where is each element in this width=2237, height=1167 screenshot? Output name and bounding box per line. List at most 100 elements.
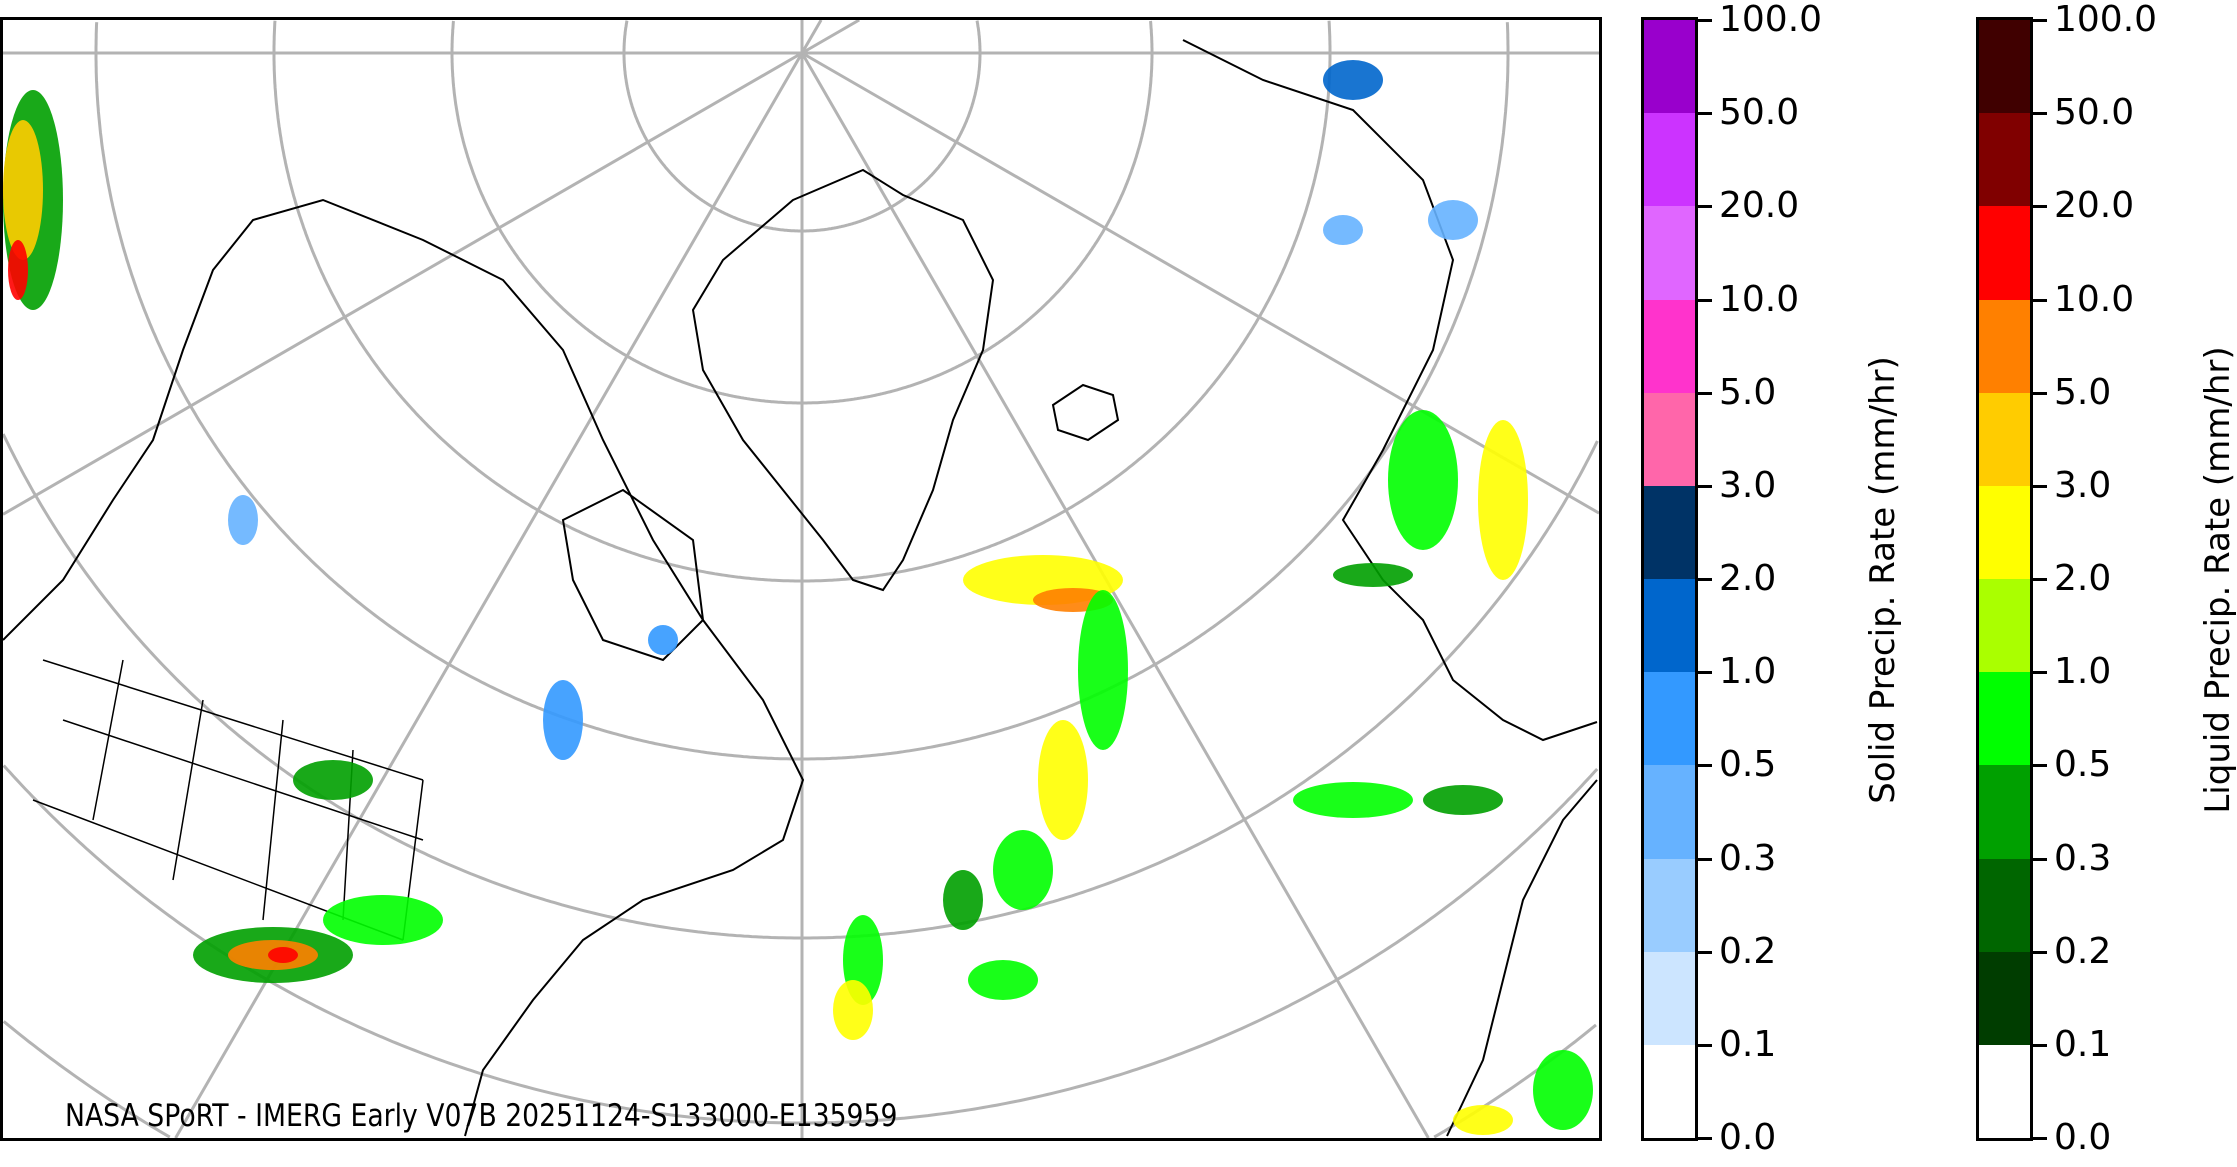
colorbar-segment	[1644, 1044, 1695, 1138]
meridian-line	[800, 20, 823, 54]
precipitation-area	[1423, 785, 1503, 815]
colorbar-tick	[1698, 1043, 1712, 1047]
colorbar-tick-label: 20.0	[1719, 185, 1800, 227]
coastlines	[3, 39, 1598, 1137]
colorbar-tick	[1698, 1137, 1712, 1140]
colorbar-tick	[2033, 484, 2047, 488]
colorbar-tick	[1698, 484, 1712, 488]
colorbar-tick-label: 50.0	[1719, 92, 1800, 134]
colorbar-tick-label: 3.0	[1719, 464, 1777, 506]
colorbar-tick-label: 1.0	[2054, 651, 2112, 693]
colorbar-tick-label: 0.0	[1719, 1117, 1777, 1158]
colorbar-tick	[1698, 671, 1712, 675]
colorbar-tick	[2033, 391, 2047, 395]
colorbar-tick	[2033, 112, 2047, 116]
colorbar-segment	[1644, 485, 1695, 579]
precipitation-area	[1428, 200, 1478, 240]
latitude-circle	[3, 433, 1599, 940]
colorbar-tick-label: 0.3	[1719, 837, 1777, 879]
meridian-line	[3, 51, 803, 516]
colorbar-segment	[1644, 764, 1695, 859]
colorbar-tick	[2033, 205, 2047, 209]
precipitation-area	[3, 120, 43, 260]
precipitation-area	[1078, 590, 1128, 750]
liquid-precip-colorbar	[1976, 17, 2033, 1141]
precipitation-overlay	[3, 60, 1593, 1135]
colorbar-tick-label: 0.2	[2054, 930, 2112, 972]
colorbar-tick-label: 0.1	[2054, 1023, 2112, 1065]
precipitation-area	[1533, 1050, 1593, 1130]
precipitation-area	[8, 240, 28, 300]
colorbar-segment	[1979, 764, 2030, 859]
meridian-line	[801, 51, 1599, 515]
colorbar-segment	[1979, 112, 2030, 207]
colorbar-segment	[1979, 1044, 2030, 1138]
colorbar-tick-label: 20.0	[2054, 185, 2135, 227]
colorbar-segment	[1979, 19, 2030, 114]
greenland-coast	[691, 168, 995, 592]
precipitation-area	[1038, 720, 1088, 840]
colorbar-segment	[1979, 578, 2030, 673]
map-credit-text: NASA SPoRT - IMERG Early V07B 20251124-S…	[65, 1098, 898, 1134]
precipitation-map: NASA SPoRT - IMERG Early V07B 20251124-S…	[0, 17, 1602, 1141]
colorbar-tick-label: 0.5	[1719, 744, 1777, 786]
colorbar-tick	[1698, 391, 1712, 395]
colorbar-segment	[1644, 578, 1695, 673]
colorbar-tick	[2033, 764, 2047, 768]
latitude-circle	[94, 22, 1510, 761]
precipitation-area	[1323, 60, 1383, 100]
solid-colorbar-label: Solid Precip. Rate (mm/hr)	[1863, 356, 1903, 804]
colorbar-tick	[2033, 298, 2047, 302]
precipitation-area	[648, 625, 678, 655]
iceland-coast	[1051, 383, 1120, 442]
liquid-colorbar-label: Liquid Precip. Rate (mm/hr)	[2198, 346, 2237, 814]
colorbar-segment	[1979, 951, 2030, 1045]
precipitation-area	[968, 960, 1038, 1000]
europe-coast	[1182, 39, 1598, 742]
precipitation-area	[228, 495, 258, 545]
colorbar-tick	[1698, 857, 1712, 861]
precipitation-area	[943, 870, 983, 930]
colorbar-tick-label: 3.0	[2054, 464, 2112, 506]
colorbar-segment	[1644, 671, 1695, 766]
colorbar-tick	[2033, 950, 2047, 954]
colorbar-tick-label: 2.0	[2054, 558, 2112, 599]
colorbar-tick	[2033, 19, 2047, 22]
colorbar-tick-label: 0.0	[2054, 1117, 2112, 1158]
precipitation-area	[833, 980, 873, 1040]
colorbar-segment	[1979, 671, 2030, 766]
colorbar-tick-label: 10.0	[2054, 278, 2135, 320]
precipitation-area	[268, 947, 298, 963]
precipitation-area	[1323, 215, 1363, 245]
precipitation-area	[323, 895, 443, 945]
colorbar-tick	[2033, 578, 2047, 581]
meridian-line	[800, 52, 1430, 1138]
latitude-circle	[622, 20, 982, 233]
precipitation-area	[1388, 410, 1458, 550]
colorbar-tick-label: 0.3	[2054, 837, 2112, 879]
colorbar-segment	[1979, 299, 2030, 393]
solid-precip-colorbar	[1641, 17, 1698, 1141]
meridian-line	[801, 20, 860, 55]
colorbar-segment	[1644, 858, 1695, 952]
colorbar-segment	[1979, 858, 2030, 952]
precipitation-area	[993, 830, 1053, 910]
colorbar-tick	[2033, 1137, 2047, 1140]
colorbar-tick	[1698, 578, 1712, 581]
colorbar-segment	[1644, 392, 1695, 486]
colorbar-tick	[2033, 857, 2047, 861]
latitude-circle	[450, 20, 1154, 405]
colorbar-segment	[1979, 205, 2030, 300]
colorbar-tick-label: 100.0	[1719, 0, 1823, 40]
colorbar-segment	[1644, 19, 1695, 114]
precipitation-area	[1293, 782, 1413, 818]
precipitation-area	[1333, 563, 1413, 587]
latitude-circle	[272, 20, 1332, 583]
colorbar-tick	[1698, 205, 1712, 209]
africa-coast	[1446, 779, 1598, 1137]
hudson-bay-coast	[561, 488, 705, 662]
precipitation-area	[293, 760, 373, 800]
precipitation-area	[543, 680, 583, 760]
colorbar-tick-label: 2.0	[1719, 558, 1777, 599]
colorbar-tick-label: 100.0	[2054, 0, 2158, 40]
